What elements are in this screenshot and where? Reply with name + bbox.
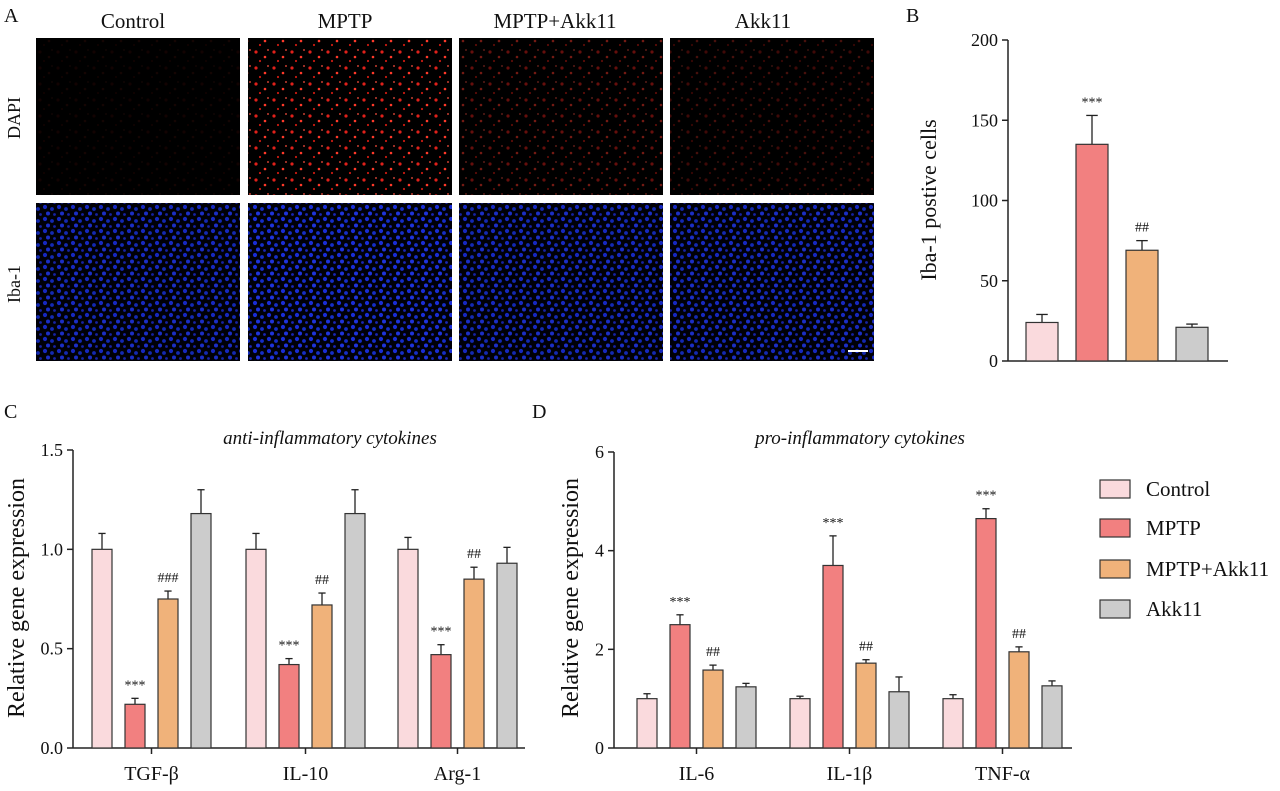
bar-chartC-1-0 xyxy=(245,548,267,749)
row-label-iba1: Iba-1 xyxy=(4,265,24,303)
bar-chartD-0-3 xyxy=(735,686,757,749)
bar-chartC-0-1 xyxy=(124,703,146,749)
y-tick-label: 200 xyxy=(971,30,998,50)
dapi-image-mptp-akk11 xyxy=(459,38,663,195)
chart-title: anti-inflammatory cytokines xyxy=(223,428,437,449)
legend: Control MPTP MPTP+Akk11 Akk11 xyxy=(1099,477,1269,621)
scale-bar xyxy=(848,350,868,352)
bar-chartC-2-3 xyxy=(496,562,518,749)
bar-b-1-significance: *** xyxy=(1082,95,1103,110)
bar-chartD-0-1-significance: *** xyxy=(670,595,691,610)
y-axis-label: Iba-1 postive cells xyxy=(916,119,941,280)
bar-chartD-2-1 xyxy=(975,517,997,749)
legend-label-akk11: Akk11 xyxy=(1146,597,1202,621)
bar-chartD-0-1 xyxy=(669,624,691,749)
bar-chartD-1-3 xyxy=(888,691,910,749)
y-tick-label: 4 xyxy=(595,541,604,561)
bar-chartD-2-2-significance: ## xyxy=(1012,627,1026,642)
micrograph-panel: Control MPTP MPTP+Akk11 Akk11 DAPI Iba-1 xyxy=(4,9,874,361)
iba1-image-akk11 xyxy=(670,203,874,361)
bar-chartD-1-1 xyxy=(822,564,844,749)
col-label-control: Control xyxy=(101,9,165,33)
dapi-image-control xyxy=(36,38,240,195)
row-label-dapi: DAPI xyxy=(4,97,24,139)
bar-chartC-1-2-significance: ## xyxy=(315,573,329,588)
chart-b: 0 50 100 150 200 Iba-1 postive cells *** ## xyxy=(916,30,1228,371)
bar-chartC-2-2 xyxy=(463,578,485,749)
dapi-image-akk11 xyxy=(670,38,874,195)
y-tick-label: 2 xyxy=(595,639,604,659)
bar-chartC-1-3 xyxy=(344,512,366,749)
y-tick-label: 0 xyxy=(595,738,604,758)
bar-chartD-2-1-significance: *** xyxy=(976,489,997,504)
iba1-image-mptp xyxy=(248,203,452,361)
y-tick-label: 0 xyxy=(989,351,998,371)
bar-chartD-0-2-significance: ## xyxy=(706,645,720,660)
bar-chartC-2-1 xyxy=(430,654,452,749)
bar-b-1 xyxy=(1075,143,1109,362)
panel-letter-d: D xyxy=(532,401,546,423)
bar-b-3 xyxy=(1175,326,1209,362)
legend-swatch-mptp xyxy=(1099,518,1131,538)
bar-chartD-2-2 xyxy=(1008,651,1030,749)
col-label-akk11: Akk11 xyxy=(735,9,791,33)
x-tick-label: IL-10 xyxy=(283,763,329,785)
bar-b-0 xyxy=(1025,321,1059,362)
panel-letter-c: C xyxy=(4,401,17,423)
legend-label-mptp-akk11: MPTP+Akk11 xyxy=(1146,557,1269,581)
panel-letter-a: A xyxy=(4,5,19,27)
bar-chartC-2-2-significance: ## xyxy=(467,547,481,562)
col-label-mptp-akk11: MPTP+Akk11 xyxy=(493,9,616,33)
y-tick-label: 150 xyxy=(971,110,998,130)
chart-c: 0.0 0.5 1.0 1.5 anti-inflammatory cytokines R… xyxy=(4,428,525,785)
x-tick-label: Arg-1 xyxy=(434,763,481,785)
x-tick-label: IL-6 xyxy=(679,763,715,785)
bar-chartD-1-1-significance: *** xyxy=(823,516,844,531)
bar-b-2 xyxy=(1125,249,1159,362)
y-tick-label: 0.0 xyxy=(41,738,64,758)
y-tick-label: 6 xyxy=(595,442,604,462)
bar-b-2-significance: ## xyxy=(1135,221,1149,236)
bar-chartC-0-1-significance: *** xyxy=(125,678,146,693)
iba1-image-mptp-akk11 xyxy=(459,203,663,361)
legend-swatch-mptp-akk11 xyxy=(1099,559,1131,579)
y-tick-label: 1.0 xyxy=(41,539,64,559)
legend-swatch-akk11 xyxy=(1099,599,1131,619)
col-label-mptp: MPTP xyxy=(318,9,373,33)
bar-chartC-0-2-significance: ### xyxy=(158,571,179,586)
bar-chartC-1-2 xyxy=(311,604,333,749)
dapi-image-mptp xyxy=(248,38,452,195)
x-tick-label: IL-1β xyxy=(827,763,873,785)
bar-chartD-2-0 xyxy=(942,698,964,749)
bar-chartD-1-2 xyxy=(855,662,877,749)
panel-letter-b: B xyxy=(906,5,919,27)
legend-swatch-control xyxy=(1099,479,1131,499)
bar-chartC-0-3 xyxy=(190,512,212,749)
x-tick-label: TNF-α xyxy=(975,763,1030,785)
x-tick-label: TGF-β xyxy=(124,763,179,785)
y-tick-label: 50 xyxy=(980,271,998,291)
bar-chartC-0-0 xyxy=(91,548,113,749)
bar-chartD-1-0 xyxy=(789,698,811,749)
y-axis-label: Relative gene expression xyxy=(558,478,584,718)
bar-chartD-2-3 xyxy=(1041,685,1063,749)
y-axis-label: Relative gene expression xyxy=(4,478,30,718)
legend-label-mptp: MPTP xyxy=(1146,516,1201,540)
legend-label-control: Control xyxy=(1146,477,1210,501)
bar-chartC-1-1 xyxy=(278,663,300,749)
bar-chartC-2-1-significance: *** xyxy=(431,625,452,640)
y-tick-label: 0.5 xyxy=(41,639,64,659)
bar-chartC-0-2 xyxy=(157,598,179,749)
bar-chartD-0-0 xyxy=(636,698,658,749)
bar-chartD-0-2 xyxy=(702,669,724,749)
chart-title: pro-inflammatory cytokines xyxy=(753,428,965,449)
bar-chartD-1-2-significance: ## xyxy=(859,640,873,655)
bar-chartC-2-0 xyxy=(397,548,419,749)
bar-chartC-1-1-significance: *** xyxy=(279,639,300,654)
y-tick-label: 1.5 xyxy=(41,440,64,460)
iba1-image-control xyxy=(36,203,240,361)
y-tick-label: 100 xyxy=(971,191,998,211)
chart-d: 0 2 4 6 pro-inflammatory cytokines Relative g… xyxy=(558,428,1072,785)
